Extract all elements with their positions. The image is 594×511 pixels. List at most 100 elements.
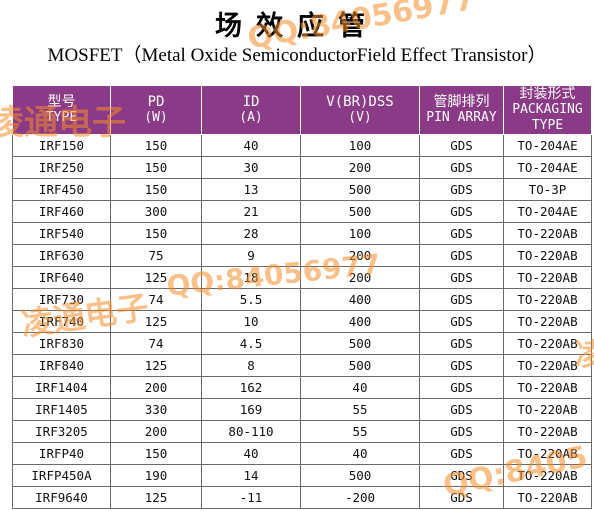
- cell-type: IRF9640: [12, 486, 111, 509]
- cell-pd: 150: [110, 222, 202, 245]
- cell-pin-array: GDS: [419, 200, 504, 223]
- cell-id: 4.5: [201, 332, 301, 355]
- cell-packaging-type: TO-204AE: [503, 156, 592, 179]
- cell-pin-array: GDS: [419, 288, 504, 311]
- cell-packaging-type: TO-220AB: [503, 244, 592, 267]
- cell-packaging-type: TO-220AB: [503, 288, 592, 311]
- cell-packaging-type: TO-220AB: [503, 464, 592, 487]
- cell-id: 18: [201, 266, 301, 289]
- cell-pin-array: GDS: [419, 156, 504, 179]
- cell-pd: 150: [110, 156, 202, 179]
- cell-pd: 330: [110, 398, 202, 421]
- cell-vbrdss: 500: [300, 332, 420, 355]
- cell-type: IRF250: [12, 156, 111, 179]
- cell-pin-array: GDS: [419, 222, 504, 245]
- table-row: IRF540 150 28 100 GDS TO-220AB: [12, 222, 592, 245]
- cell-pin-array: GDS: [419, 354, 504, 377]
- header-packaging-type: 封装形式 PACKAGING TYPE: [503, 85, 592, 135]
- cell-type: IRF730: [12, 288, 111, 311]
- cell-pin-array: GDS: [419, 398, 504, 421]
- cell-packaging-type: TO-204AE: [503, 200, 592, 223]
- cell-type: IRF630: [12, 244, 111, 267]
- header-type: 型号 TYPE: [12, 85, 111, 135]
- header-vbrdss: V(BR)DSS (V): [300, 85, 420, 135]
- cell-type: IRF150: [12, 134, 111, 157]
- cell-vbrdss: 40: [300, 376, 420, 399]
- cell-packaging-type: TO-220AB: [503, 310, 592, 333]
- cell-pd: 150: [110, 134, 202, 157]
- cell-pd: 200: [110, 420, 202, 443]
- cell-vbrdss: 40: [300, 442, 420, 465]
- cell-vbrdss: 100: [300, 222, 420, 245]
- table-row: IRF840 125 8 500 GDS TO-220AB: [12, 354, 592, 377]
- page-title-en: MOSFET（Metal Oxide SemiconductorField Ef…: [47, 45, 547, 66]
- cell-pd: 125: [110, 354, 202, 377]
- cell-type: IRF1405: [12, 398, 111, 421]
- cell-type: IRFP40: [12, 442, 111, 465]
- cell-packaging-type: TO-220AB: [503, 222, 592, 245]
- cell-pin-array: GDS: [419, 134, 504, 157]
- cell-pin-array: GDS: [419, 464, 504, 487]
- cell-type: IRF540: [12, 222, 111, 245]
- cell-id: 8: [201, 354, 301, 377]
- cell-vbrdss: 500: [300, 200, 420, 223]
- cell-pin-array: GDS: [419, 244, 504, 267]
- cell-vbrdss: -200: [300, 486, 420, 509]
- cell-type: IRF460: [12, 200, 111, 223]
- cell-packaging-type: TO-204AE: [503, 134, 592, 157]
- cell-id: 28: [201, 222, 301, 245]
- table-row: IRF1405 330 169 55 GDS TO-220AB: [12, 398, 592, 421]
- cell-vbrdss: 200: [300, 244, 420, 267]
- table-row: IRF150 150 40 100 GDS TO-204AE: [12, 134, 592, 157]
- cell-packaging-type: TO-220AB: [503, 398, 592, 421]
- header-pin-array: 管脚排列 PIN ARRAY: [419, 85, 504, 135]
- table-row: IRF460 300 21 500 GDS TO-204AE: [12, 200, 592, 223]
- cell-vbrdss: 500: [300, 464, 420, 487]
- cell-pin-array: GDS: [419, 420, 504, 443]
- cell-type: IRF450: [12, 178, 111, 201]
- cell-pd: 300: [110, 200, 202, 223]
- cell-type: IRF3205: [12, 420, 111, 443]
- cell-id: 10: [201, 310, 301, 333]
- table-header-row: 型号 TYPE PD (W) ID (A) V(BR)DSS (V) 管脚排列 PIN A…: [12, 85, 592, 135]
- table-row: IRF1404 200 162 40 GDS TO-220AB: [12, 376, 592, 399]
- cell-pd: 150: [110, 442, 202, 465]
- cell-vbrdss: 100: [300, 134, 420, 157]
- table-row: IRF3205 200 80-110 55 GDS TO-220AB: [12, 420, 592, 443]
- cell-pd: 125: [110, 266, 202, 289]
- table-row: IRF450 150 13 500 GDS TO-3P: [12, 178, 592, 201]
- table-row: IRF250 150 30 200 GDS TO-204AE: [12, 156, 592, 179]
- cell-vbrdss: 500: [300, 354, 420, 377]
- cell-id: -11: [201, 486, 301, 509]
- cell-vbrdss: 55: [300, 420, 420, 443]
- cell-type: IRF1404: [12, 376, 111, 399]
- table-row: IRFP450A 190 14 500 GDS TO-220AB: [12, 464, 592, 487]
- cell-id: 80-110: [201, 420, 301, 443]
- table-row: IRF730 74 5.5 400 GDS TO-220AB: [12, 288, 592, 311]
- cell-pd: 74: [110, 288, 202, 311]
- cell-pin-array: GDS: [419, 266, 504, 289]
- cell-pd: 125: [110, 486, 202, 509]
- cell-vbrdss: 200: [300, 266, 420, 289]
- table-row: IRF740 125 10 400 GDS TO-220AB: [12, 310, 592, 333]
- header-id: ID (A): [201, 85, 301, 135]
- cell-type: IRF640: [12, 266, 111, 289]
- cell-id: 40: [201, 134, 301, 157]
- table-row: IRF830 74 4.5 500 GDS TO-220AB: [12, 332, 592, 355]
- table-row: IRF630 75 9 200 GDS TO-220AB: [12, 244, 592, 267]
- cell-type: IRF740: [12, 310, 111, 333]
- cell-id: 169: [201, 398, 301, 421]
- cell-pin-array: GDS: [419, 376, 504, 399]
- cell-id: 30: [201, 156, 301, 179]
- mosfet-spec-table: 型号 TYPE PD (W) ID (A) V(BR)DSS (V) 管脚排列 PIN A…: [12, 85, 592, 509]
- table-row: IRF9640 125 -11 -200 GDS TO-220AB: [12, 486, 592, 509]
- cell-packaging-type: TO-220AB: [503, 420, 592, 443]
- cell-vbrdss: 400: [300, 310, 420, 333]
- cell-pin-array: GDS: [419, 178, 504, 201]
- cell-id: 162: [201, 376, 301, 399]
- cell-id: 5.5: [201, 288, 301, 311]
- cell-pd: 125: [110, 310, 202, 333]
- cell-vbrdss: 55: [300, 398, 420, 421]
- table-row: IRF640 125 18 200 GDS TO-220AB: [12, 266, 592, 289]
- page-title-cn: 场效应管: [215, 11, 379, 42]
